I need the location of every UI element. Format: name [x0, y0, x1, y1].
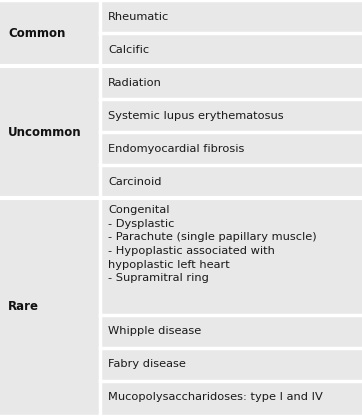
Text: Whipple disease: Whipple disease	[108, 327, 201, 337]
Text: Fabry disease: Fabry disease	[108, 359, 186, 369]
Text: Mucopolysaccharidoses: type I and IV: Mucopolysaccharidoses: type I and IV	[108, 392, 323, 403]
Text: Common: Common	[8, 27, 66, 40]
Text: Systemic lupus erythematosus: Systemic lupus erythematosus	[108, 111, 283, 121]
Text: Rheumatic: Rheumatic	[108, 12, 169, 22]
Text: Uncommon: Uncommon	[8, 126, 81, 139]
Text: Rare: Rare	[8, 300, 39, 312]
Text: Radiation: Radiation	[108, 77, 162, 87]
Text: Carcinoid: Carcinoid	[108, 177, 161, 187]
Text: Congenital
- Dysplastic
- Parachute (single papillary muscle)
- Hypoplastic asso: Congenital - Dysplastic - Parachute (sin…	[108, 205, 317, 283]
Text: Endomyocardial fibrosis: Endomyocardial fibrosis	[108, 144, 244, 154]
Text: Calcific: Calcific	[108, 45, 149, 54]
